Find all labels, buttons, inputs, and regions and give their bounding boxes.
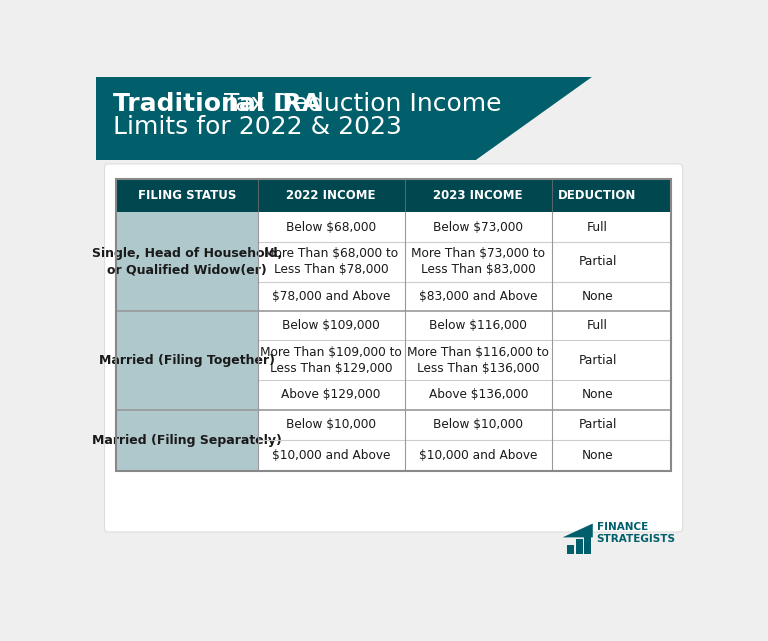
- Bar: [257, 282, 405, 311]
- Text: $10,000 and Above: $10,000 and Above: [419, 449, 538, 462]
- Text: None: None: [581, 388, 614, 401]
- Text: More Than $73,000 to
Less Than $83,000: More Than $73,000 to Less Than $83,000: [411, 247, 545, 276]
- Text: More Than $109,000 to
Less Than $129,000: More Than $109,000 to Less Than $129,000: [260, 345, 402, 375]
- Bar: [405, 311, 551, 340]
- Bar: [257, 440, 405, 471]
- Text: Below $116,000: Below $116,000: [429, 319, 527, 332]
- Text: FINANCE
STRATEGISTS: FINANCE STRATEGISTS: [597, 522, 676, 544]
- Text: $83,000 and Above: $83,000 and Above: [419, 290, 538, 303]
- Bar: [257, 311, 405, 340]
- Bar: [584, 533, 591, 554]
- Text: Below $10,000: Below $10,000: [433, 419, 523, 431]
- Bar: [551, 410, 644, 440]
- Bar: [257, 340, 405, 380]
- Bar: [116, 179, 671, 212]
- Bar: [116, 410, 257, 471]
- Text: Above $129,000: Above $129,000: [282, 388, 381, 401]
- Bar: [257, 410, 405, 440]
- Text: More Than $68,000 to
Less Than $78,000: More Than $68,000 to Less Than $78,000: [264, 247, 399, 276]
- Polygon shape: [475, 77, 691, 160]
- Text: 2022 INCOME: 2022 INCOME: [286, 189, 376, 202]
- Text: Partial: Partial: [578, 419, 617, 431]
- Text: More Than $116,000 to
Less Than $136,000: More Than $116,000 to Less Than $136,000: [407, 345, 549, 375]
- Bar: [551, 242, 644, 282]
- Text: Below $73,000: Below $73,000: [433, 221, 523, 233]
- Bar: [551, 282, 644, 311]
- Bar: [551, 212, 644, 242]
- Bar: [405, 340, 551, 380]
- Bar: [405, 212, 551, 242]
- Text: Full: Full: [587, 319, 608, 332]
- Bar: [568, 545, 574, 554]
- Text: Partial: Partial: [578, 255, 617, 268]
- Bar: [257, 380, 405, 410]
- Bar: [405, 282, 551, 311]
- Bar: [405, 242, 551, 282]
- Bar: [96, 77, 691, 160]
- Text: $10,000 and Above: $10,000 and Above: [272, 449, 390, 462]
- Bar: [116, 212, 257, 311]
- Text: Tax Deduction Income: Tax Deduction Income: [216, 92, 502, 116]
- Text: FILING STATUS: FILING STATUS: [137, 189, 236, 202]
- Text: Traditional IRA: Traditional IRA: [113, 92, 321, 116]
- Text: None: None: [581, 290, 614, 303]
- Text: Limits for 2022 & 2023: Limits for 2022 & 2023: [113, 115, 402, 140]
- Text: 2023 INCOME: 2023 INCOME: [433, 189, 523, 202]
- Bar: [551, 440, 644, 471]
- Text: Full: Full: [587, 221, 608, 233]
- Bar: [405, 380, 551, 410]
- Bar: [551, 340, 644, 380]
- Bar: [405, 440, 551, 471]
- Bar: [116, 311, 257, 410]
- Text: Single, Head of Household,
or Qualified Widow(er): Single, Head of Household, or Qualified …: [91, 247, 282, 277]
- Text: Above $136,000: Above $136,000: [429, 388, 528, 401]
- Text: DEDUCTION: DEDUCTION: [558, 189, 637, 202]
- Text: None: None: [581, 449, 614, 462]
- Text: Partial: Partial: [578, 354, 617, 367]
- Polygon shape: [562, 524, 593, 537]
- Bar: [116, 179, 671, 471]
- Bar: [551, 380, 644, 410]
- Text: Below $68,000: Below $68,000: [286, 221, 376, 233]
- Text: Married (Filing Separately): Married (Filing Separately): [92, 434, 282, 447]
- Bar: [405, 410, 551, 440]
- Polygon shape: [592, 77, 691, 160]
- Text: Below $109,000: Below $109,000: [283, 319, 380, 332]
- Bar: [551, 311, 644, 340]
- Bar: [257, 212, 405, 242]
- Text: Below $10,000: Below $10,000: [286, 419, 376, 431]
- Text: Married (Filing Together): Married (Filing Together): [99, 354, 275, 367]
- Bar: [576, 539, 583, 554]
- Bar: [257, 242, 405, 282]
- FancyBboxPatch shape: [104, 164, 683, 532]
- Text: $78,000 and Above: $78,000 and Above: [272, 290, 390, 303]
